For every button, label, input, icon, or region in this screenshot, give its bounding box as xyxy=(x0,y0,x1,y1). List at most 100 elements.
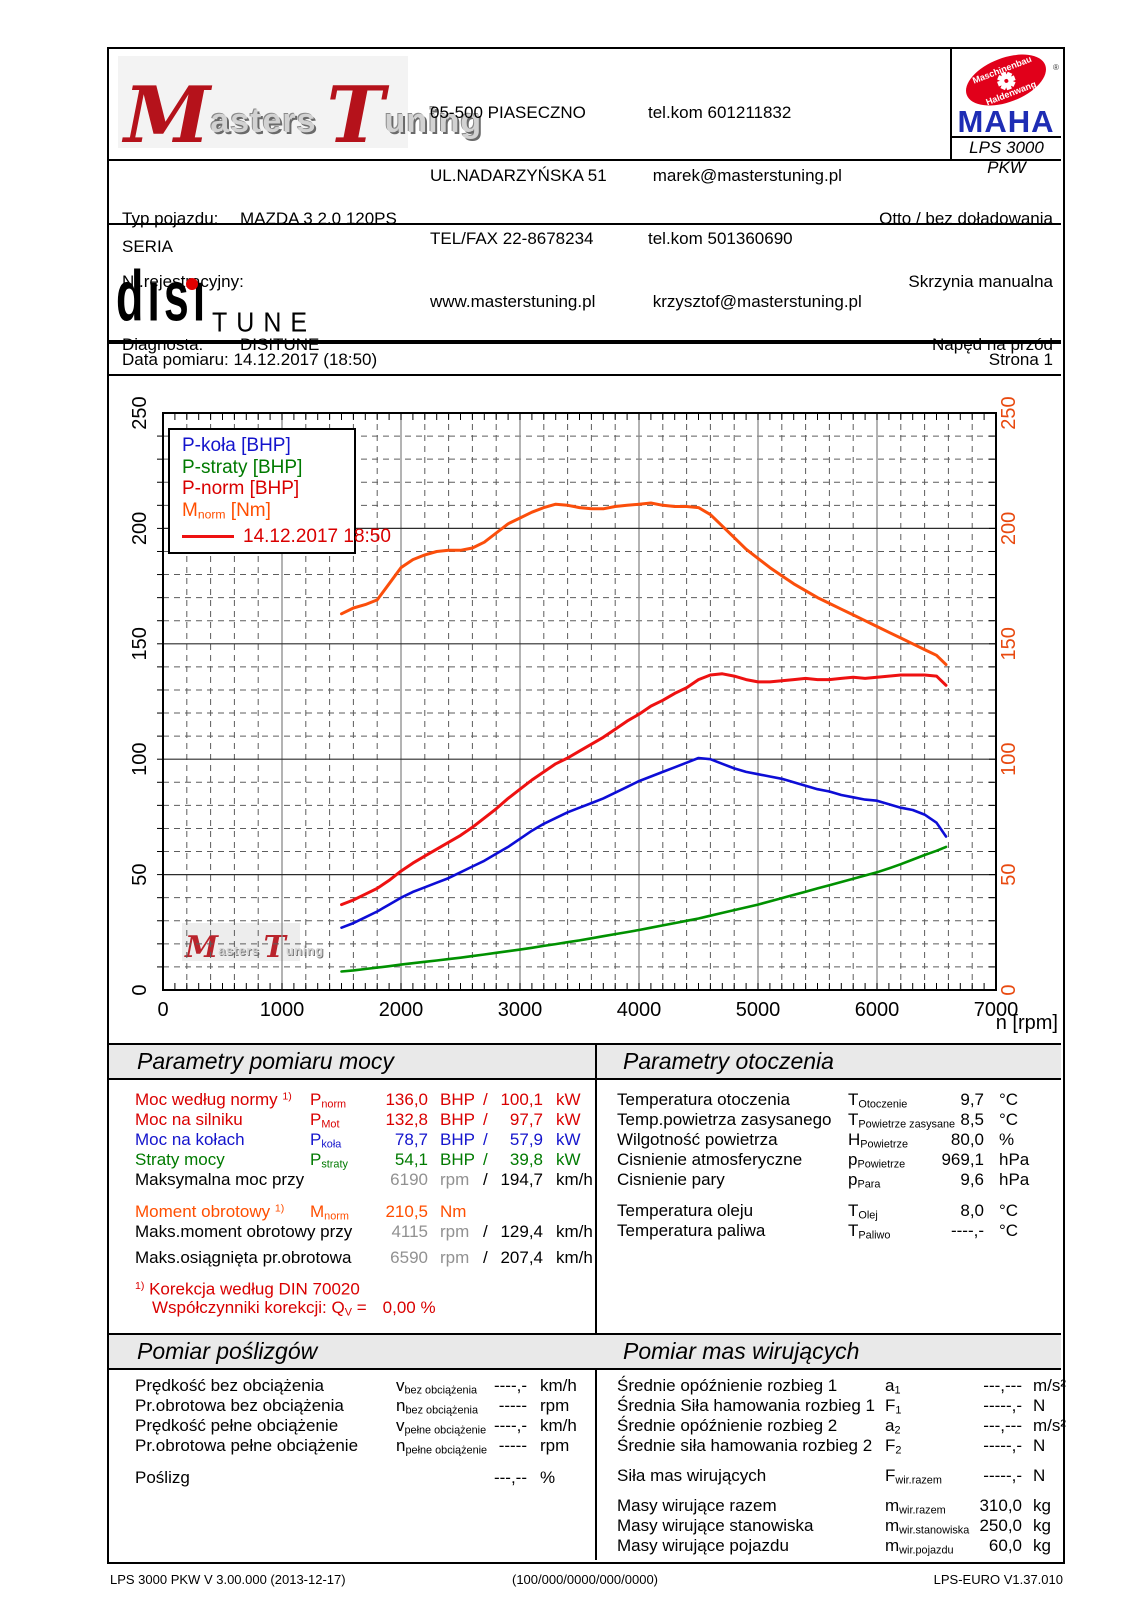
dyno-chart: 0 1000 2000 3000 4000 5000 6000 700005010015020… xyxy=(129,396,1020,1021)
param-unit: kg xyxy=(1033,1496,1051,1515)
param-row: Siła mas wirujących Fwir.razem -----,- N xyxy=(617,1466,1057,1486)
param-slash: / xyxy=(483,1222,488,1241)
param-unit: rpm xyxy=(440,1248,470,1267)
param-unit: km/h xyxy=(540,1416,577,1435)
svg-text:100: 100 xyxy=(129,743,151,776)
svg-text:200: 200 xyxy=(129,512,151,545)
param-symbol: mwir.pojazdu xyxy=(885,1536,954,1557)
param-label: Wilgotność powietrza xyxy=(617,1130,778,1149)
param-symbol: pPowietrze xyxy=(848,1150,906,1171)
param-row: Prędkość bez obciążenia vbez obciążenia --… xyxy=(135,1376,595,1396)
slip-section-header: Pomiar poślizgów xyxy=(109,1333,595,1370)
param-unit-2: kW xyxy=(556,1150,581,1169)
param-row: Temp.powietrza zasysanego TPowietrze zasy… xyxy=(617,1110,1057,1130)
svg-text:150: 150 xyxy=(998,627,1020,660)
vehicle-type: MAZDA 3 2.0 120PS xyxy=(240,209,397,228)
param-label: Temperatura paliwa xyxy=(617,1221,766,1240)
param-symbol: vpełne obciążenie xyxy=(396,1416,487,1437)
param-unit: rpm xyxy=(540,1436,570,1455)
chart-watermark: M asters T uning xyxy=(182,923,323,966)
svg-text:2000: 2000 xyxy=(379,999,424,1021)
maha-wordmark: MAHA xyxy=(958,104,1055,138)
section-title: Parametry otoczenia xyxy=(623,1048,834,1074)
disitune-logo-sub: TUNE xyxy=(212,307,317,339)
footer-version: LPS 3000 PKW V 3.00.000 (2013-12-17) xyxy=(110,1572,346,1587)
param-row: Moment obrotowy 1) Mnorm 210,5 Nm xyxy=(135,1202,595,1222)
param-row: Maks.moment obrotowy przy 4115 rpm / 129,4 km… xyxy=(135,1222,595,1242)
section-title: Parametry pomiaru mocy xyxy=(137,1048,394,1074)
param-label: Siła mas wirujących xyxy=(617,1466,767,1485)
legend-mnorm-sub: norm xyxy=(197,507,226,522)
footer-code: (100/000/0000/000/0000) xyxy=(511,1572,658,1587)
param-label: Średnie opóźnienie rozbieg 1 xyxy=(617,1376,838,1395)
param-label: Straty mocy xyxy=(135,1150,225,1169)
param-value: 9,6 xyxy=(960,1170,984,1189)
param-symbol: F1 xyxy=(885,1396,902,1417)
param-unit: °C xyxy=(999,1201,1019,1220)
param-row: Średnie opóźnienie rozbieg 1 a1 ---,--- m/s… xyxy=(617,1376,1066,1396)
param-label: Masy wirujące pojazdu xyxy=(617,1536,789,1555)
param-symbol: mwir.razem xyxy=(885,1496,946,1517)
param-unit: % xyxy=(999,1130,1015,1149)
param-unit: N xyxy=(1033,1396,1046,1415)
param-label: Temp.powietrza zasysanego xyxy=(617,1110,832,1129)
maha-logo: Maschinenbau Haldenwang ® MAHA xyxy=(958,54,1060,138)
mass-section-header: Pomiar mas wirujących xyxy=(595,1333,1061,1370)
param-symbol: PMot xyxy=(310,1110,340,1131)
param-value-2: 129,4 xyxy=(500,1222,543,1241)
svg-text:150: 150 xyxy=(129,627,151,660)
param-symbol: pPara xyxy=(848,1170,881,1191)
param-row: Maks.osiągnięta pr.obrotowa 6590 rpm / 207,4… xyxy=(135,1248,595,1268)
param-symbol: TOlej xyxy=(848,1201,878,1222)
param-row: Masy wirujące razem mwir.razem 310,0 kg xyxy=(617,1496,1057,1516)
param-unit: °C xyxy=(999,1110,1019,1129)
param-row: Masy wirujące pojazdu mwir.pojazdu 60,0 kg xyxy=(617,1536,1057,1556)
param-row: Wilgotność powietrza HPowietrze 80,0% xyxy=(617,1130,1057,1150)
watermark-letter-m: M xyxy=(185,930,219,966)
vehicle-label: Typ pojazdu: xyxy=(122,209,219,228)
param-value: 132,8 xyxy=(385,1110,428,1129)
svg-text:4000: 4000 xyxy=(617,999,662,1021)
legend-item-pnorm: P-norm [BHP] xyxy=(182,478,300,499)
param-value: 969,1 xyxy=(941,1150,984,1169)
param-slash: / xyxy=(483,1110,488,1129)
address-line: UL.NADARZYŃSKA 51 xyxy=(430,166,607,185)
param-row: Maksymalna moc przy 6190 rpm / 194,7 km/h xyxy=(135,1170,595,1190)
param-value: 8,5 xyxy=(960,1110,984,1129)
param-unit: hPa xyxy=(999,1150,1030,1169)
param-value: ----- xyxy=(498,1396,527,1415)
svg-text:250: 250 xyxy=(998,396,1020,429)
param-unit-2: kW xyxy=(556,1090,581,1109)
maha-reg-mark: ® xyxy=(1053,63,1059,72)
legend-date: 14.12.2017 18:50 xyxy=(243,525,391,547)
svg-text:200: 200 xyxy=(998,512,1020,545)
param-value: -----,- xyxy=(983,1436,1022,1455)
page-number: Strona 1 xyxy=(988,350,1053,369)
param-label: Średnia Siła hamowania rozbieg 1 xyxy=(617,1396,875,1415)
param-label: Średnie opóźnienie rozbieg 2 xyxy=(617,1416,838,1435)
param-symbol: npełne obciążenie xyxy=(396,1436,488,1457)
param-symbol: Pnorm xyxy=(310,1090,347,1111)
factor-subscript: V xyxy=(344,1306,352,1319)
param-symbol: nbez obciążenia xyxy=(396,1396,479,1417)
param-row: Średnia Siła hamowania rozbieg 1 F1 -----,… xyxy=(617,1396,1057,1416)
param-value: 80,0 xyxy=(950,1130,984,1149)
env-section-header: Parametry otoczenia xyxy=(595,1043,1061,1080)
param-row: Cisnienie pary pPara 9,6 hPa xyxy=(617,1170,1057,1190)
vehicle-registration xyxy=(240,271,397,292)
chart-legend: P-koła [BHP] P-straty [BHP] P-norm [BHP]… xyxy=(168,428,391,555)
param-symbol: vbez obciążenia xyxy=(396,1376,478,1397)
logo-letter-m: M xyxy=(124,70,211,162)
param-row: Prędkość pełne obciążenie vpełne obciążen… xyxy=(135,1416,595,1436)
param-row: Moc na kołach Pkoła 78,7 BHP / 57,9 kW xyxy=(135,1130,595,1150)
gearbox-type: Skrzynia manualna xyxy=(908,272,1053,291)
measurement-date: Data pomiaru: 14.12.2017 (18:50) xyxy=(122,350,378,369)
param-unit: rpm xyxy=(440,1222,470,1241)
legend-item-mnorm: Mnorm [Nm] xyxy=(182,500,354,526)
svg-text:100: 100 xyxy=(998,743,1020,776)
param-value: 4115 xyxy=(391,1222,428,1241)
logo-text-uning: uning xyxy=(384,102,483,140)
param-slash: / xyxy=(483,1248,488,1267)
param-label: Maks.osiągnięta pr.obrotowa xyxy=(135,1248,352,1267)
